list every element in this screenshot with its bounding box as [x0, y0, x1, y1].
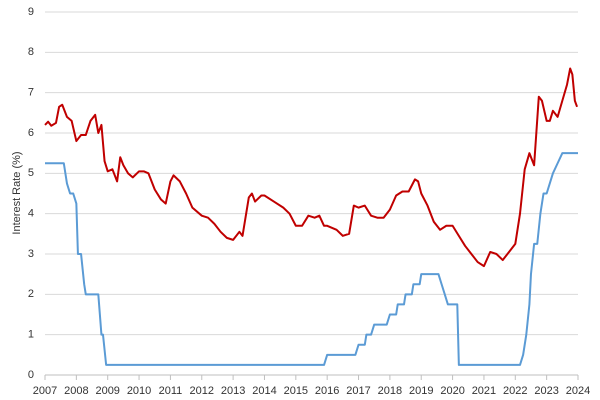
- x-tick-label: 2011: [159, 385, 183, 397]
- y-tick-label: 7: [28, 87, 34, 99]
- x-tick-label: 2007: [33, 385, 57, 397]
- series-line: [44, 67, 578, 268]
- x-tick-label: 2021: [472, 385, 496, 397]
- x-tick-label: 2008: [64, 385, 88, 397]
- y-axis-label: Interest Rate (%): [11, 151, 23, 234]
- x-tick-label: 2013: [221, 385, 245, 397]
- y-tick-label: 8: [28, 46, 34, 58]
- x-tick-label: 2024: [566, 385, 590, 397]
- x-tick-label: 2010: [127, 385, 151, 397]
- x-tick-label: 2023: [534, 385, 558, 397]
- x-tick-label: 2012: [190, 385, 214, 397]
- x-tick-label: 2009: [95, 385, 119, 397]
- x-tick-label: 2014: [252, 385, 276, 397]
- x-tick-label: 2022: [503, 385, 527, 397]
- y-tick-label: 6: [28, 127, 34, 139]
- y-tick-label: 3: [28, 248, 34, 260]
- y-tick-label: 4: [28, 208, 34, 220]
- x-tick-label: 2016: [315, 385, 339, 397]
- y-tick-label: 0: [28, 369, 34, 381]
- y-tick-label: 2: [28, 288, 34, 300]
- x-tick-label: 2019: [409, 385, 433, 397]
- series-line: [45, 152, 578, 366]
- y-tick-label: 9: [28, 6, 34, 18]
- x-tick-label: 2018: [378, 385, 402, 397]
- x-tick-label: 2017: [346, 385, 370, 397]
- y-tick-label: 1: [28, 329, 34, 341]
- y-tick-label: 5: [28, 167, 34, 179]
- x-tick-label: 2015: [284, 385, 308, 397]
- x-tick-label: 2020: [440, 385, 464, 397]
